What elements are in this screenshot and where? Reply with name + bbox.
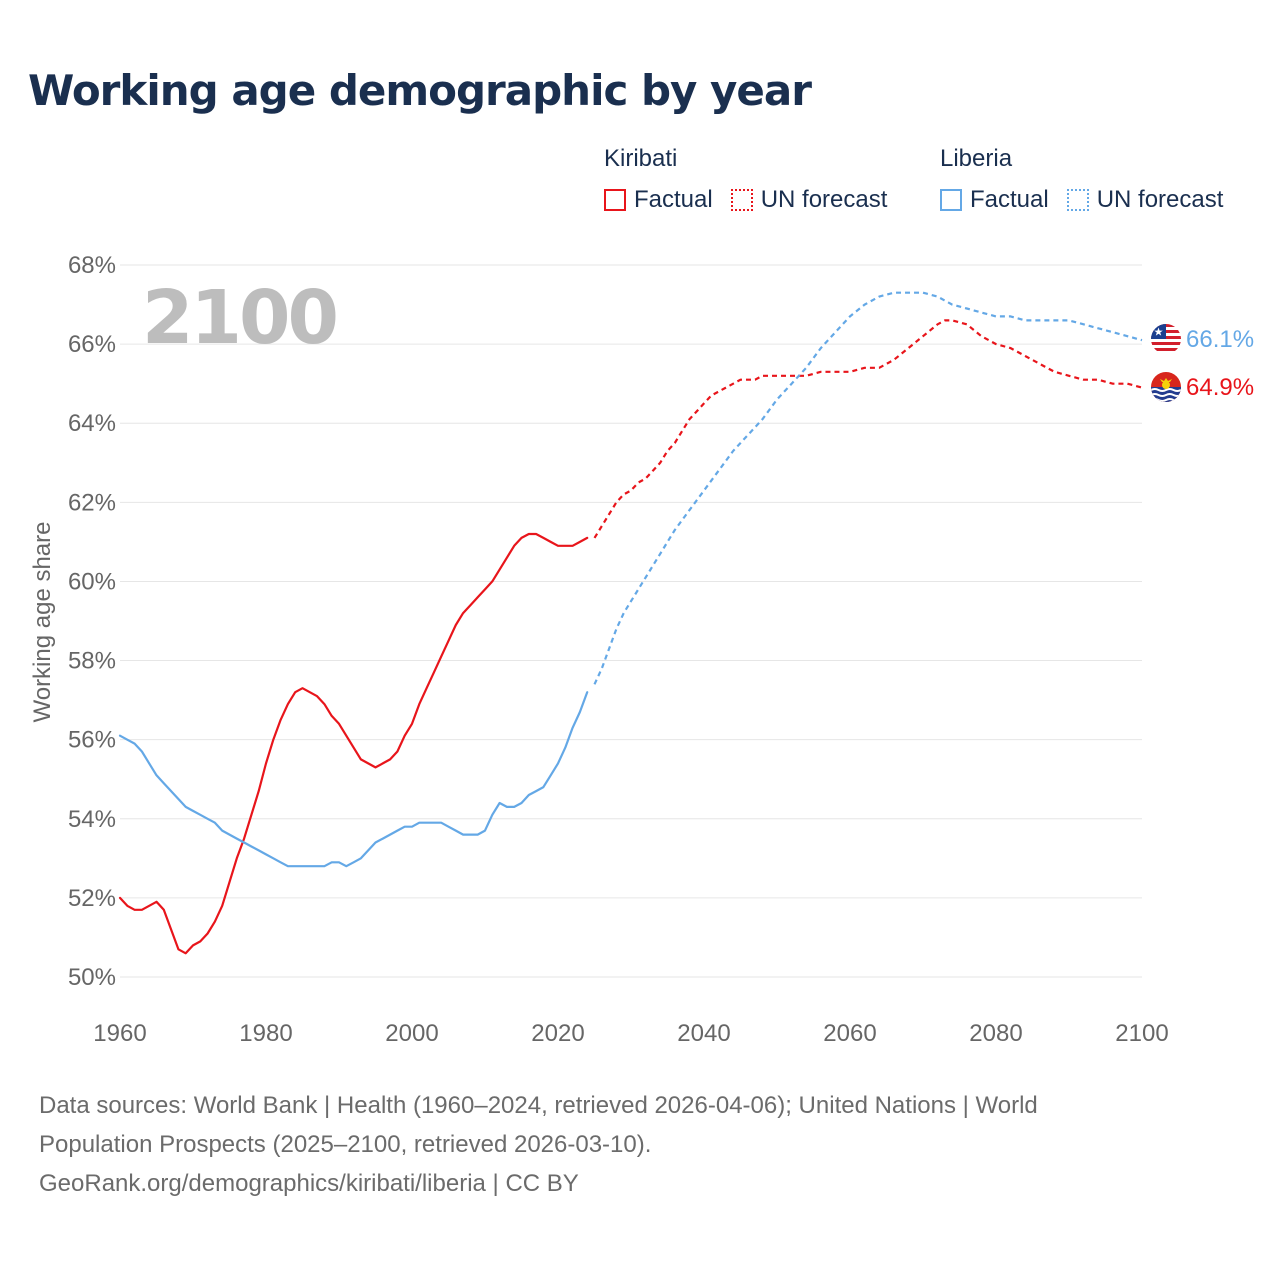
y-tick-label: 60% — [68, 568, 116, 595]
legend-swatch-liberia-factual — [940, 189, 962, 211]
x-tick-label: 2040 — [677, 1020, 730, 1047]
legend-kiribati-factual[interactable]: Factual — [604, 186, 713, 214]
x-axis: 1960 1980 2000 2020 2040 2060 2080 2100 — [93, 1020, 1168, 1047]
x-tick-label: 1980 — [239, 1020, 292, 1047]
legend-label: Factual — [634, 186, 713, 213]
legend-swatch-liberia-forecast — [1066, 189, 1089, 211]
x-tick-label: 2020 — [531, 1020, 584, 1047]
liberia-factual-line — [118, 691, 589, 868]
legend-swatch-kiribati-forecast — [730, 189, 753, 211]
source-notes: Data sources: World Bank | Health (1960–… — [39, 1086, 1239, 1203]
y-tick-label: 56% — [68, 727, 116, 754]
liberia-forecast-line — [593, 291, 1143, 685]
legend-label: Factual — [970, 186, 1049, 213]
page-title: Working age demographic by year — [28, 66, 812, 115]
x-tick-label: 2060 — [823, 1020, 876, 1047]
source-line: Data sources: World Bank | Health (1960–… — [39, 1092, 1038, 1119]
kiribati-flag-icon — [1151, 372, 1181, 402]
x-tick-label: 1960 — [93, 1020, 146, 1047]
legend-group-liberia: Liberia Factual UN forecast — [940, 144, 1223, 214]
y-axis-title: Working age share — [29, 522, 56, 723]
y-axis: 50% 52% 54% 56% 58% 60% 62% 64% 66% 68% — [68, 252, 116, 991]
kiribati-factual-line — [118, 532, 589, 955]
chart: 50% 52% 54% 56% 58% 60% 62% 64% 66% 68% 1960 1980 2… — [29, 252, 1254, 1047]
y-tick-label: 52% — [68, 885, 116, 912]
series — [118, 291, 1143, 955]
year-label: 2100 — [142, 275, 336, 361]
legend-liberia-factual[interactable]: Factual — [940, 186, 1049, 214]
y-tick-label: 66% — [68, 331, 116, 358]
legend-country-liberia: Liberia — [940, 145, 1013, 172]
y-tick-label: 64% — [68, 410, 116, 437]
legend-liberia-forecast[interactable]: UN forecast — [1066, 186, 1224, 214]
y-tick-label: 54% — [68, 806, 116, 833]
legend-label: UN forecast — [760, 186, 888, 213]
legend-country-kiribati: Kiribati — [604, 145, 678, 172]
source-line: Population Prospects (2025–2100, retriev… — [39, 1131, 652, 1158]
y-tick-label: 62% — [68, 489, 116, 516]
x-tick-label: 2000 — [385, 1020, 438, 1047]
y-tick-label: 50% — [68, 964, 116, 991]
kiribati-forecast-line — [593, 319, 1143, 539]
legend-label: UN forecast — [1096, 186, 1224, 213]
legend-group-kiribati: Kiribati Factual UN forecast — [604, 144, 887, 214]
legend-kiribati-forecast[interactable]: UN forecast — [730, 186, 888, 214]
end-value-label-kiribati: 64.9% — [1186, 374, 1254, 401]
y-tick-label: 58% — [68, 648, 116, 675]
x-tick-label: 2080 — [969, 1020, 1022, 1047]
y-tick-label: 68% — [68, 252, 116, 279]
liberia-flag-icon — [1151, 324, 1181, 354]
x-tick-label: 2100 — [1115, 1020, 1168, 1047]
grid — [120, 264, 1142, 978]
legend-swatch-kiribati-factual — [604, 189, 626, 211]
end-value-label-liberia: 66.1% — [1186, 326, 1254, 353]
source-line: GeoRank.org/demographics/kiribati/liberi… — [39, 1170, 579, 1197]
